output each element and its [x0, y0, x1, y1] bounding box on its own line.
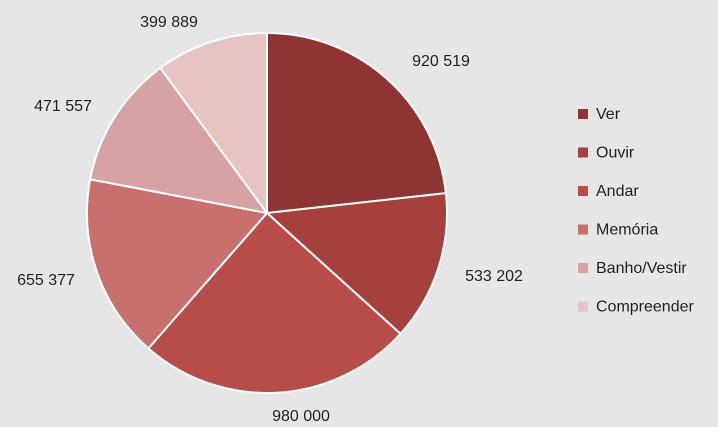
pie-slice-compreender: [159, 32, 268, 214]
data-label-ver: 920 519: [412, 53, 470, 70]
legend-swatch-ver: [578, 109, 588, 119]
data-label-ouvir: 533 202: [465, 268, 523, 285]
legend-label-compreender: Compreender: [596, 299, 695, 316]
pie-slice-ouvir: [266, 192, 448, 335]
legend-label-andar: Andar: [596, 183, 639, 200]
pie-slice-banho-vestir: [89, 67, 268, 214]
data-label-banho-vestir: 471 557: [34, 98, 92, 115]
data-label-mem-ria: 655 377: [17, 272, 75, 289]
pie-data-labels: 920 519 533 202 980 000 655 377 471 557 399 8…: [17, 14, 523, 425]
legend-swatch-andar: [578, 186, 588, 196]
legend-swatch-banho-vestir: [578, 263, 588, 273]
legend-swatch-compreender: [578, 301, 588, 312]
pie-slice-andar: [147, 212, 402, 394]
legend-label-ouvir: Ouvir: [596, 145, 635, 162]
data-label-compreender: 399 889: [140, 14, 198, 31]
legend: Ver Ouvir Andar Memória Banho/Vestir Compreen…: [578, 106, 695, 316]
pie-slices: [86, 32, 448, 394]
legend-label-ver: Ver: [596, 106, 621, 123]
legend-label-banho-vestir: Banho/Vestir: [596, 260, 687, 277]
legend-label-mem-ria: Memória: [596, 222, 658, 239]
pie-slice-mem-ria: [86, 178, 268, 350]
pie-slice-ver: [266, 32, 447, 214]
data-label-andar: 980 000: [272, 408, 330, 425]
legend-swatch-ouvir: [578, 147, 588, 158]
legend-swatch-mem-ria: [578, 224, 588, 235]
